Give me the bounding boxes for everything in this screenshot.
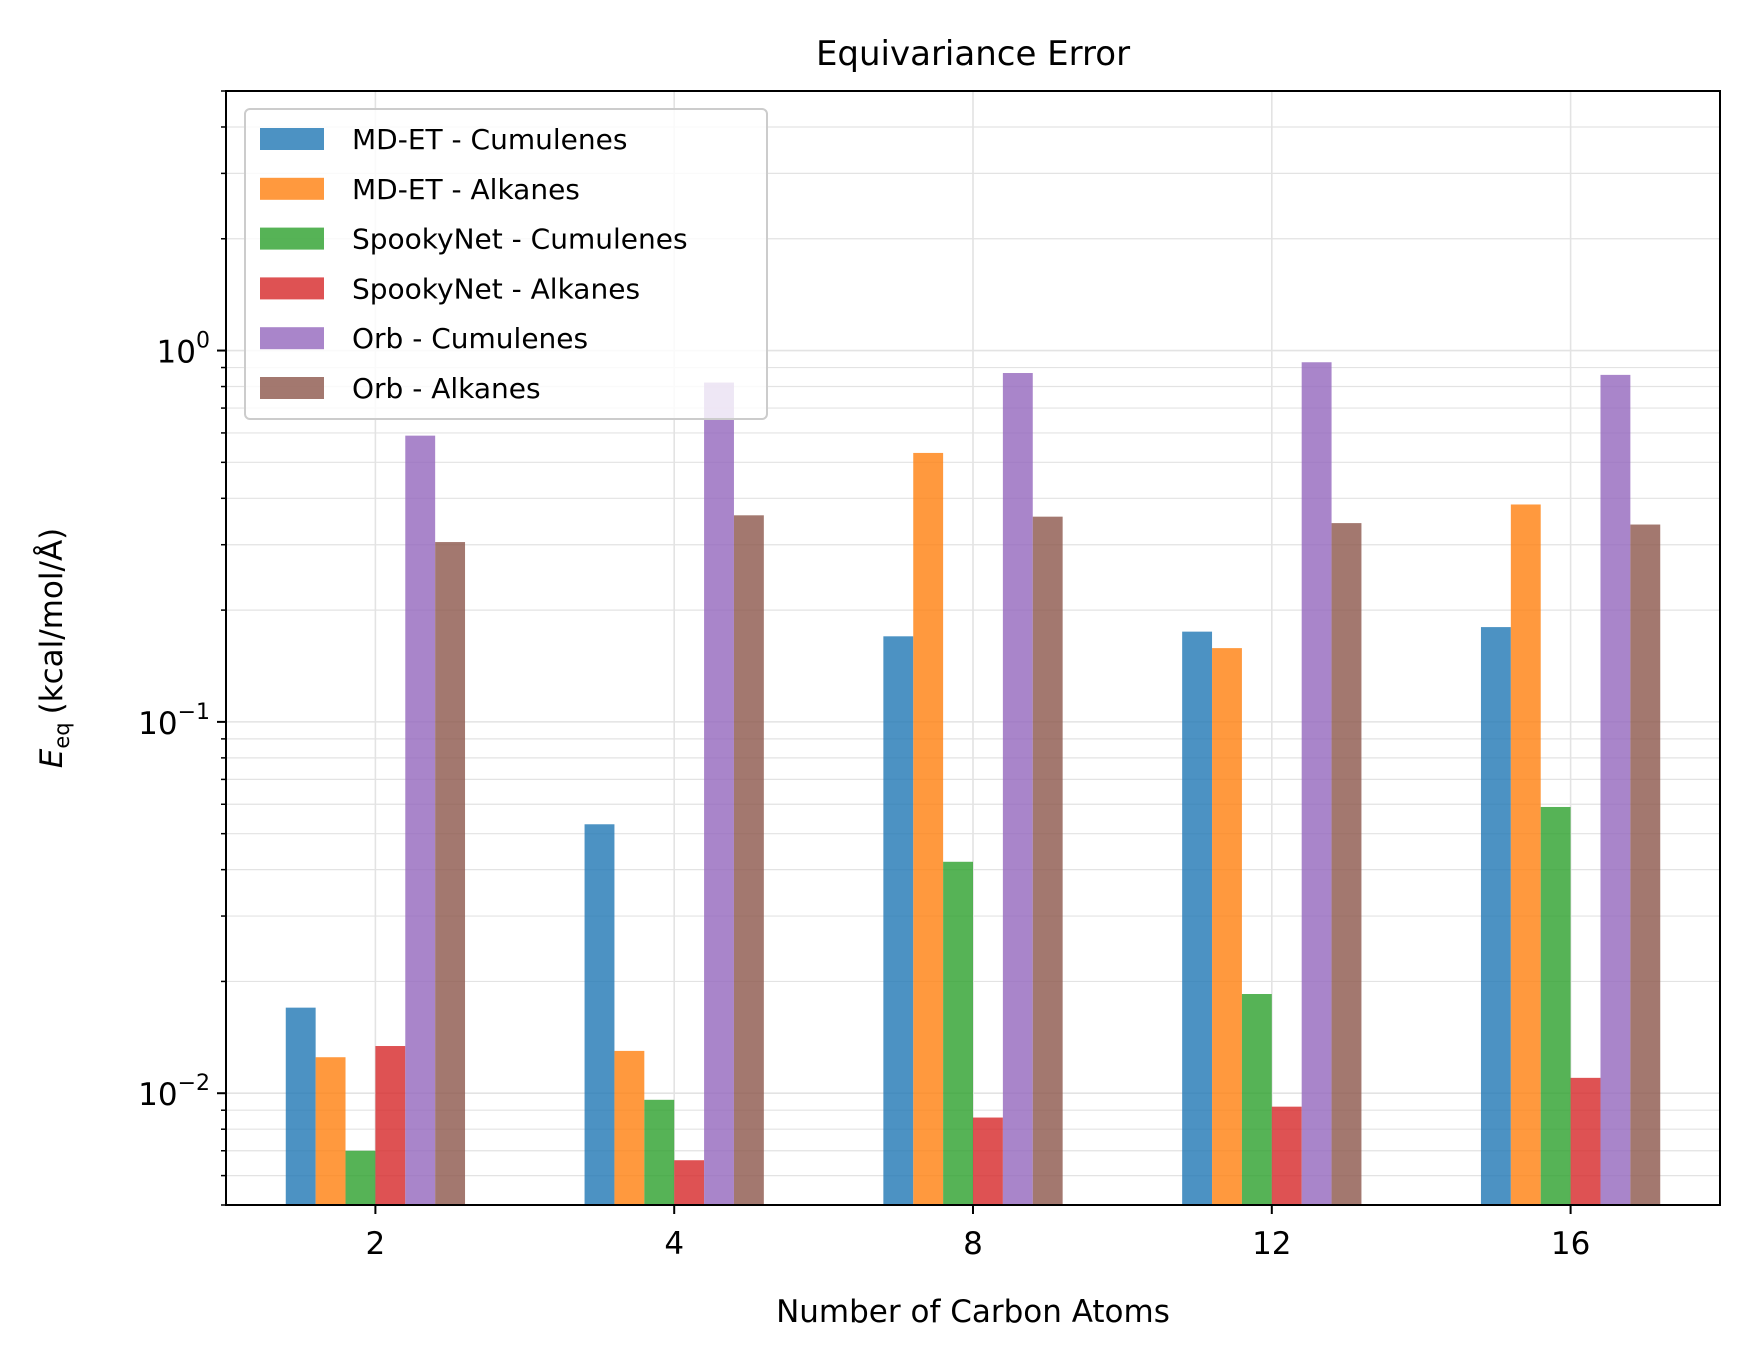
bar — [1002, 373, 1033, 1205]
bar — [674, 1160, 705, 1205]
legend-swatch — [260, 177, 324, 200]
y-tick-exponent: −2 — [178, 1071, 210, 1096]
y-tick-base: 10 — [157, 335, 196, 371]
bar — [1331, 523, 1362, 1205]
bars — [285, 362, 1661, 1206]
bar — [1570, 1077, 1601, 1205]
bar — [733, 515, 764, 1205]
legend: MD-ET - Cumulenes MD-ET - Alkanes SpookyNe… — [244, 108, 768, 420]
bar — [345, 1150, 376, 1205]
bar — [973, 1117, 1003, 1205]
bar — [1540, 806, 1571, 1205]
bar — [1600, 374, 1631, 1205]
legend-frame — [244, 108, 768, 420]
legend-label: MD-ET - Cumulenes — [352, 123, 627, 156]
bar — [405, 435, 436, 1206]
legend-swatch — [260, 327, 324, 350]
x-tick-label: 16 — [1551, 1226, 1590, 1262]
bar — [913, 452, 944, 1206]
bar — [1241, 994, 1272, 1205]
bar — [1182, 631, 1213, 1205]
x-tick-label: 2 — [366, 1226, 386, 1262]
bar — [883, 636, 914, 1205]
bar — [1630, 524, 1661, 1205]
y-tick-label: 10−2 — [138, 1071, 210, 1113]
x-tick-label: 12 — [1252, 1226, 1291, 1262]
legend-swatch — [260, 277, 324, 300]
legend-label: Orb - Cumulenes — [352, 322, 588, 355]
bar — [704, 382, 734, 1205]
y-axis-label: Eeq (kcal/mol/Å) — [34, 528, 74, 769]
grid — [226, 90, 1720, 1206]
bar — [584, 824, 615, 1205]
legend-swatch — [260, 377, 324, 399]
legend-label: Orb - Alkanes — [352, 372, 541, 405]
y-axis-symbol: E — [34, 748, 70, 768]
y-tick-base: 10 — [138, 706, 177, 742]
x-tick-label: 8 — [963, 1226, 983, 1262]
bar — [315, 1057, 346, 1205]
bar — [435, 542, 466, 1205]
bar — [1480, 627, 1511, 1205]
bar — [1301, 362, 1332, 1206]
y-tick-label: 10−1 — [138, 700, 210, 742]
y-tick-base: 10 — [138, 1077, 177, 1113]
bar — [1032, 516, 1063, 1205]
legend-swatch — [260, 227, 324, 250]
y-tick-exponent: 0 — [196, 329, 210, 354]
bar — [644, 1099, 675, 1205]
bar — [285, 1007, 316, 1205]
x-ticks: 2 4 8 12 16 — [366, 1205, 1590, 1262]
x-tick-label: 4 — [664, 1226, 684, 1262]
legend-swatch — [260, 128, 324, 150]
bar — [1212, 648, 1242, 1205]
bar — [1510, 504, 1541, 1205]
y-tick-label: 100 — [157, 329, 210, 371]
y-tick-exponent: −1 — [178, 700, 210, 725]
chart-title: Equivariance Error — [816, 34, 1130, 74]
legend-label: MD-ET - Alkanes — [352, 173, 580, 206]
svg-text:Eeq(kcal/mol/Å): Eeq (kcal/mol/Å) — [34, 528, 74, 769]
x-axis-label: Number of Carbon Atoms — [776, 1294, 1170, 1330]
bar — [375, 1046, 406, 1205]
legend-label: SpookyNet - Cumulenes — [352, 223, 688, 256]
y-axis-unit: (kcal/mol/Å) — [34, 528, 70, 715]
bar — [1271, 1106, 1302, 1205]
legend-label: SpookyNet - Alkanes — [352, 272, 640, 305]
bar — [943, 861, 973, 1205]
y-axis-subscript: eq — [50, 722, 74, 748]
bar — [614, 1050, 645, 1205]
